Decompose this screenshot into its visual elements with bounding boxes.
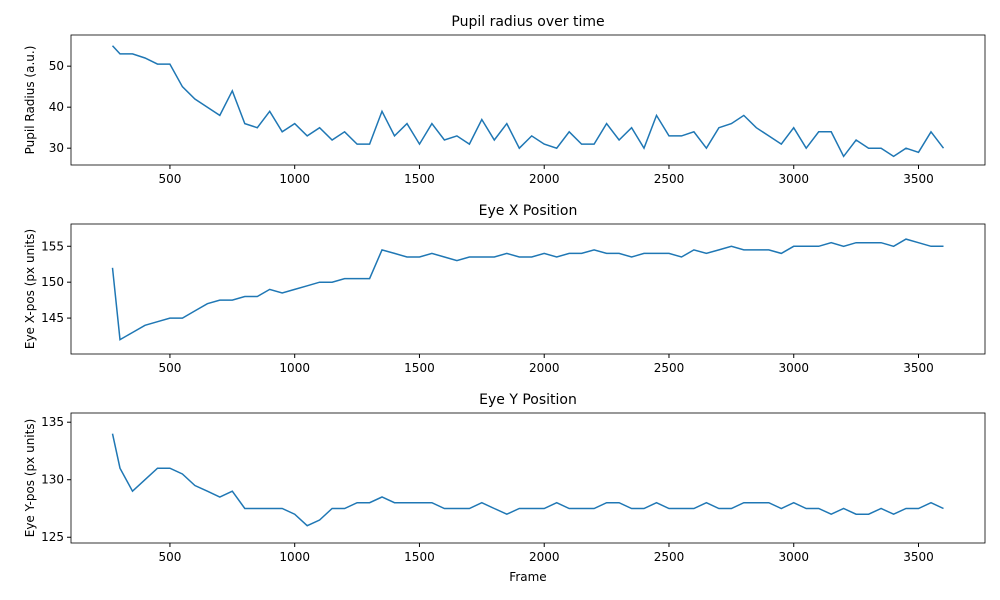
x-tick-label: 1000 (279, 172, 310, 186)
x-tick-label: 2000 (529, 172, 560, 186)
plot-frame (70, 412, 986, 544)
chart-title: Eye Y Position (479, 392, 577, 408)
y-axis-label: Eye X-pos (px units) (23, 229, 37, 349)
y-tick-label: 135 (41, 415, 64, 429)
x-tick-label: 3000 (778, 361, 809, 375)
x-tick-label: 3000 (778, 550, 809, 564)
x-tick-label: 3500 (903, 550, 934, 564)
x-tick-label: 3000 (778, 172, 809, 186)
y-tick-label: 145 (41, 311, 64, 325)
chart-title: Pupil radius over time (451, 14, 604, 30)
x-tick-label: 1500 (404, 550, 435, 564)
y-tick-label: 155 (41, 239, 64, 253)
plot-frame (70, 223, 986, 355)
data-line (111, 238, 944, 341)
x-tick-label: 1000 (279, 361, 310, 375)
data-line (111, 433, 944, 527)
data-line (111, 45, 945, 158)
y-tick-label: 50 (49, 59, 64, 73)
y-axis-label: Eye Y-pos (px units) (23, 419, 37, 538)
x-tick-label: 500 (158, 172, 181, 186)
x-tick-label: 2000 (529, 550, 560, 564)
y-tick-label: 125 (41, 530, 64, 544)
x-tick-label: 3500 (903, 172, 934, 186)
x-tick-label: 1500 (404, 361, 435, 375)
y-tick-label: 150 (41, 275, 64, 289)
chart-title: Eye X Position (479, 203, 578, 219)
x-tick-label: 3500 (903, 361, 934, 375)
x-tick-label: 2000 (529, 361, 560, 375)
y-tick-label: 40 (49, 100, 64, 114)
plot-frame (70, 34, 986, 166)
x-tick-label: 1000 (279, 550, 310, 564)
y-tick-label: 30 (49, 141, 64, 155)
x-tick-label: 500 (158, 550, 181, 564)
x-tick-label: 2500 (654, 172, 685, 186)
x-tick-label: 2500 (654, 361, 685, 375)
y-tick-label: 130 (41, 473, 64, 487)
x-tick-label: 1500 (404, 172, 435, 186)
x-axis-label: Frame (509, 570, 546, 584)
x-tick-label: 500 (158, 361, 181, 375)
x-tick-label: 2500 (654, 550, 685, 564)
y-axis-label: Pupil Radius (a.u.) (23, 46, 37, 155)
